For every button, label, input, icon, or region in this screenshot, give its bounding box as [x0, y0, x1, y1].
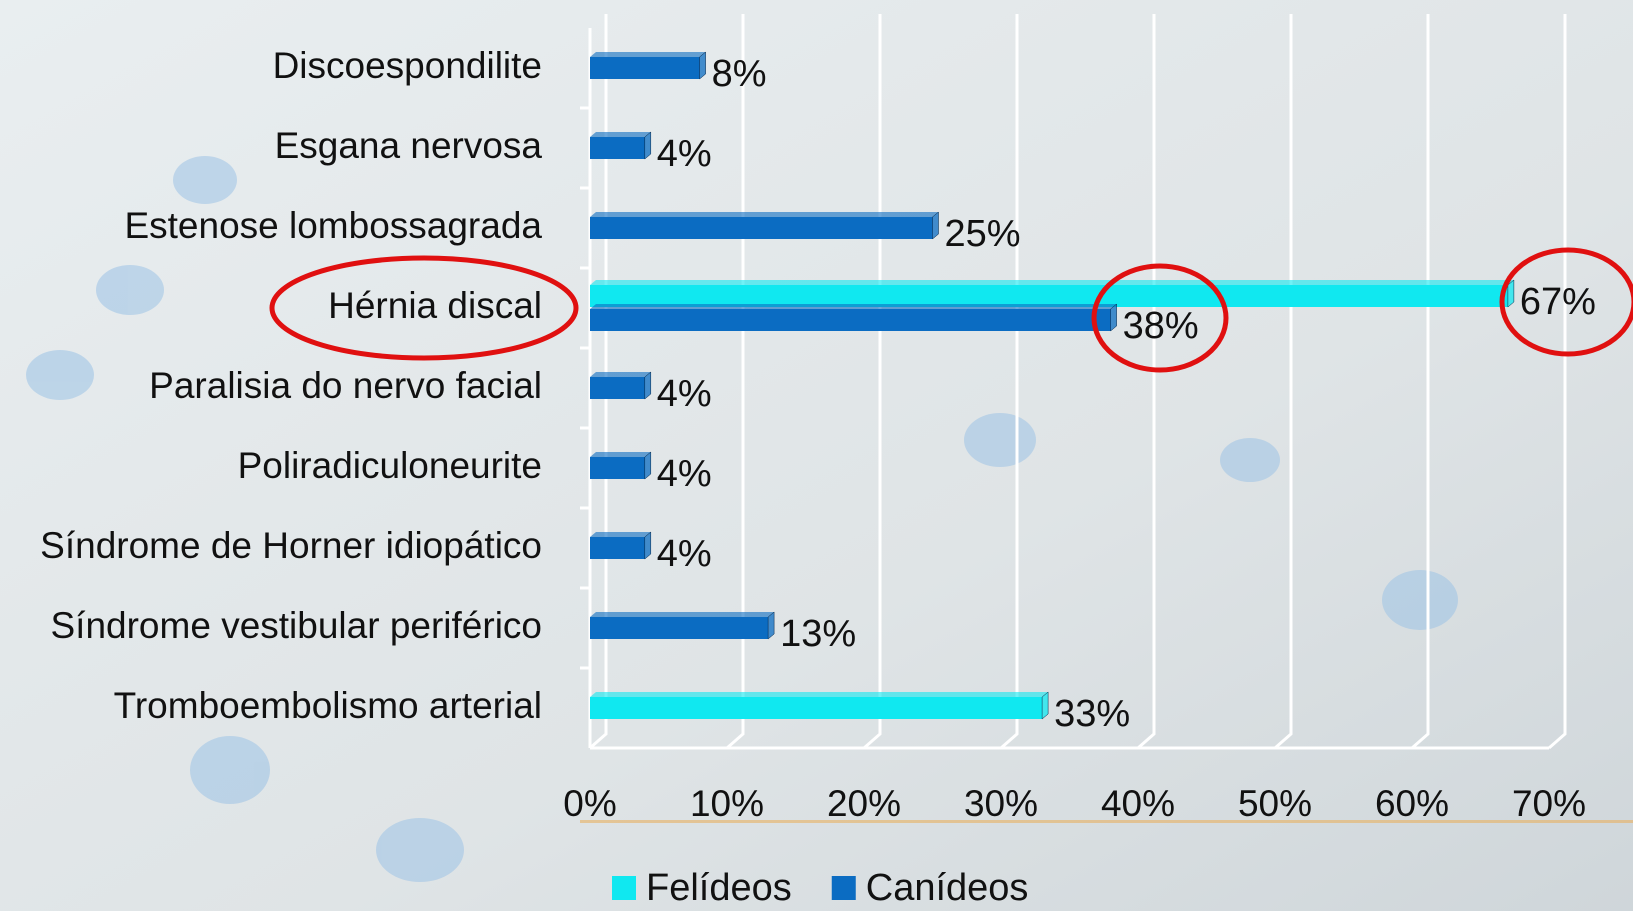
legend-label: Canídeos: [866, 867, 1029, 909]
y-tick-label: Hérnia discal: [328, 285, 542, 326]
bar: [590, 617, 769, 639]
grid-line: [1548, 14, 1567, 750]
grid-line: [1000, 14, 1019, 750]
bar-side: [1507, 279, 1515, 308]
glow-line: [580, 820, 1633, 823]
bar-side: [1110, 303, 1117, 332]
bar: [590, 285, 1508, 307]
highlight-ellipse: [269, 255, 579, 361]
y-tick-label: Poliradiculoneurite: [238, 445, 542, 486]
bar-side: [644, 131, 652, 160]
value-label: 25%: [945, 213, 1021, 255]
x-tick-label: 20%: [827, 783, 901, 824]
y-tick-label: Tromboembolismo arterial: [114, 685, 542, 726]
grid-line: [863, 14, 882, 750]
grid-line: [1411, 14, 1430, 750]
value-label: 4%: [657, 133, 712, 175]
value-label: 4%: [657, 453, 712, 495]
x-tick-label: 0%: [563, 783, 616, 824]
legend-swatch: [612, 876, 636, 900]
grid-line: [1274, 14, 1293, 750]
bar-side: [644, 531, 652, 560]
bar: [590, 57, 700, 79]
value-label: 38%: [1123, 305, 1199, 347]
grid-line: [1137, 14, 1156, 750]
bar-side: [644, 451, 652, 480]
bar-top: [590, 132, 651, 137]
bar-side: [932, 211, 939, 240]
y-tick-label: Síndrome de Horner idiopático: [40, 525, 542, 566]
bar: [590, 697, 1043, 719]
bar-group: [590, 211, 939, 240]
legend-label: Felídeos: [646, 867, 792, 909]
y-tick-label: Paralisia do nervo facial: [149, 365, 542, 406]
bar-top: [590, 280, 1514, 285]
bar-group: [590, 131, 652, 160]
bar-top: [590, 212, 939, 217]
x-tick-label: 30%: [964, 783, 1038, 824]
bar-top: [590, 532, 651, 537]
bar-group: [590, 303, 1117, 332]
value-label: 67%: [1520, 281, 1596, 323]
x-tick-label: 70%: [1512, 783, 1586, 824]
bar-side: [699, 51, 706, 80]
bar-group: [590, 279, 1515, 308]
highlight-ellipse: [1091, 263, 1229, 373]
bar-top: [590, 612, 775, 617]
bar-group: [590, 531, 652, 560]
bar: [590, 137, 645, 159]
value-label: 8%: [712, 53, 767, 95]
bar-group: [590, 51, 706, 80]
bar-side: [1041, 691, 1049, 720]
bar-side: [644, 371, 652, 400]
legend-swatch: [831, 876, 856, 900]
bar: [590, 309, 1111, 331]
bar: [590, 217, 933, 239]
y-tick-label: Síndrome vestibular periférico: [51, 605, 543, 646]
bar-top: [590, 692, 1049, 697]
bar-group: [590, 691, 1049, 720]
bar-top: [590, 452, 651, 457]
y-tick-label: Discoespondilite: [273, 45, 542, 86]
bar-top: [590, 304, 1117, 309]
bar-top: [590, 52, 706, 57]
value-label: 33%: [1054, 693, 1130, 735]
bar-side: [767, 611, 775, 640]
highlight-ellipse: [1499, 247, 1633, 357]
bar-top: [590, 372, 651, 377]
x-tick-label: 50%: [1238, 783, 1312, 824]
bar: [590, 457, 645, 479]
x-tick-label: 60%: [1375, 783, 1449, 824]
bar-group: [590, 451, 652, 480]
value-label: 13%: [780, 613, 856, 655]
grid-line: [589, 14, 608, 750]
bar: [590, 377, 645, 399]
x-tick-label: 40%: [1101, 783, 1175, 824]
bar-group: [590, 611, 775, 640]
bar: [590, 537, 645, 559]
y-tick-label: Esgana nervosa: [275, 125, 543, 166]
x-tick-label: 10%: [690, 783, 764, 824]
bar-group: [590, 371, 652, 400]
y-tick-label: Estenose lombossagrada: [124, 205, 542, 246]
value-label: 4%: [657, 533, 712, 575]
value-label: 4%: [657, 373, 712, 415]
grid-line: [726, 14, 745, 750]
